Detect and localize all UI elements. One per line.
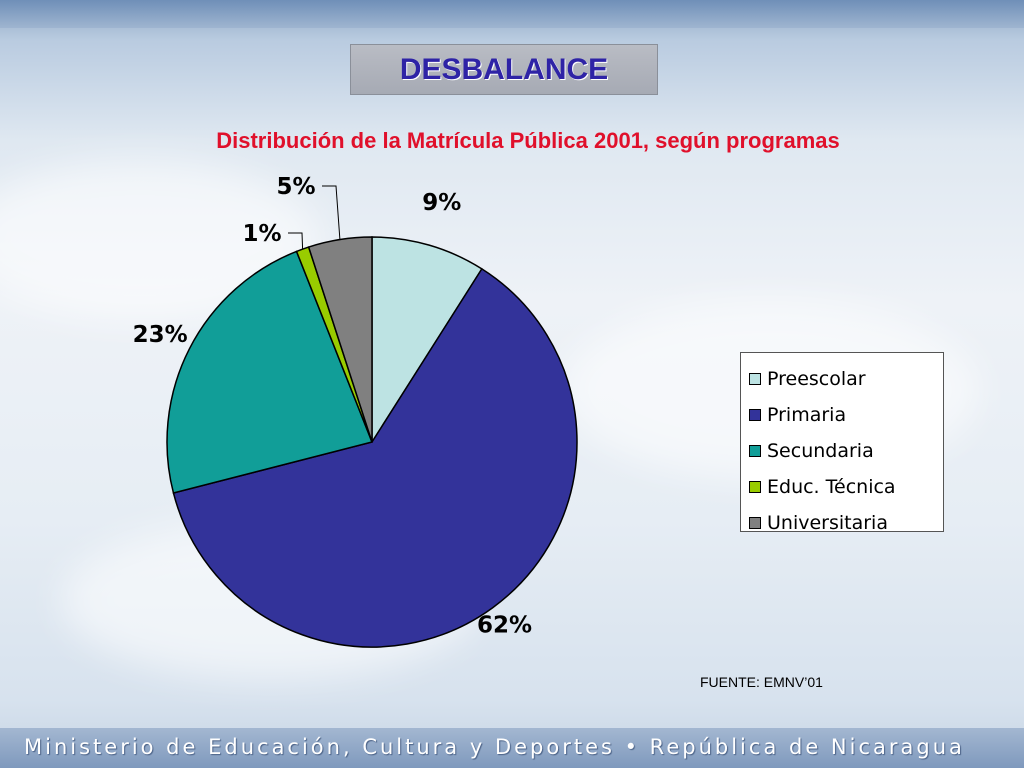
pie-data-label: 5% — [276, 174, 315, 200]
legend-label: Primaria — [767, 404, 847, 426]
footer-band — [0, 728, 1024, 768]
slide-heading-box: DESBALANCE — [350, 44, 658, 95]
pie-data-label: 1% — [242, 221, 281, 247]
legend-item: Preescolar — [749, 361, 943, 397]
label-leader-line — [288, 232, 304, 250]
source-note: FUENTE: EMNV’01 — [700, 674, 823, 690]
pie-slice-primaria — [172, 267, 578, 648]
legend-item: Universitaria — [749, 505, 943, 541]
pie-slice-universitaria — [307, 236, 373, 443]
pie-slice-preescolar — [371, 236, 483, 445]
chart-title-wrap: Distribución de la Matrícula Pública 200… — [0, 128, 1024, 154]
legend-swatch — [749, 409, 761, 421]
footer-text: Ministerio de Educación, Cultura y Depor… — [24, 735, 965, 759]
legend-swatch — [749, 445, 761, 457]
top-banner — [0, 0, 1024, 28]
legend-item: Primaria — [749, 397, 943, 433]
legend-swatch — [749, 517, 761, 529]
chart-legend: Preescolar Primaria Secundaria Educ. Téc… — [740, 352, 944, 534]
legend-item: Secundaria — [749, 433, 943, 469]
pie-data-label: 23% — [133, 322, 188, 348]
legend-item: Educ. Técnica — [749, 469, 943, 505]
legend-swatch — [749, 373, 761, 385]
legend-label: Universitaria — [767, 512, 888, 534]
pie-data-label: 9% — [422, 190, 461, 216]
pie-data-label: 62% — [477, 612, 532, 638]
legend-label: Secundaria — [767, 440, 874, 462]
legend-label: Preescolar — [767, 368, 866, 390]
legend-label: Educ. Técnica — [767, 476, 896, 498]
chart-title: Distribución de la Matrícula Pública 200… — [216, 128, 840, 153]
label-leader-line — [322, 185, 341, 240]
slide-heading: DESBALANCE — [399, 52, 609, 86]
legend-swatch — [749, 481, 761, 493]
pie-slice-secundaria — [166, 250, 374, 494]
